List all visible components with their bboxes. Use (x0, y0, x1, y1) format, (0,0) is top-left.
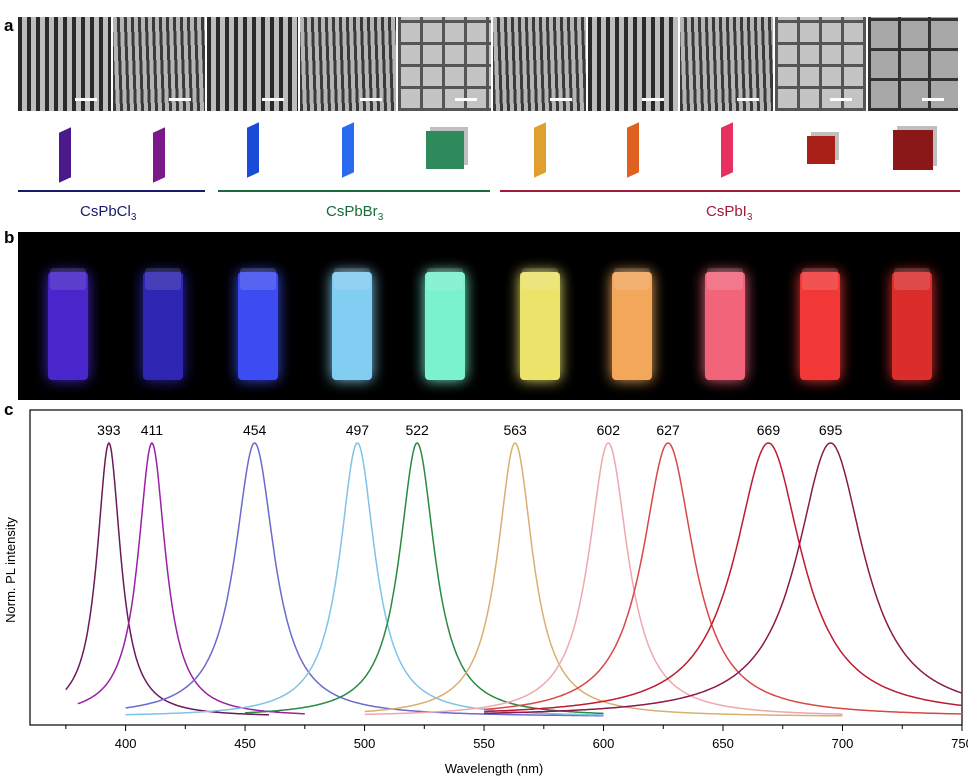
spectrum-line-454 (125, 442, 604, 717)
peak-label: 627 (656, 422, 680, 438)
panel-b-vial-photo (18, 232, 960, 400)
tem-image (207, 17, 298, 111)
nanocube-shape (806, 136, 835, 164)
x-tick-label: 550 (473, 736, 495, 751)
peak-label: 393 (97, 422, 121, 438)
x-tick-label: 650 (712, 736, 734, 751)
vial-cap (145, 268, 181, 290)
vial (425, 268, 465, 380)
panel-label-a: a (4, 16, 14, 35)
peak-label: 563 (503, 422, 527, 438)
spectrum-line-522 (245, 442, 604, 715)
tem-image (868, 17, 958, 111)
tem-image (300, 17, 396, 111)
peak-label: 522 (405, 422, 429, 438)
peak-label: 669 (757, 422, 781, 438)
vial-cap (240, 268, 276, 290)
peak-label: 497 (346, 422, 370, 438)
vial (332, 268, 372, 380)
vial (520, 268, 560, 380)
tem-image (113, 17, 205, 111)
group-label-cspbbr3: CsPbBr3 (326, 203, 384, 223)
panel-label-b: b (4, 228, 15, 247)
vial-cap (334, 268, 370, 290)
vial-cap (802, 268, 838, 290)
tem-image (18, 17, 111, 111)
vial (892, 268, 932, 380)
spectrum-line-669 (484, 442, 963, 713)
peak-label: 695 (819, 422, 843, 438)
tem-image (493, 17, 586, 111)
vial-cap (707, 268, 743, 290)
vial-cap (894, 268, 930, 290)
scale-bar (922, 98, 944, 101)
tem-image (775, 17, 866, 111)
peak-label: 454 (243, 422, 267, 438)
peak-label: 411 (141, 422, 164, 438)
tem-image (588, 17, 678, 111)
x-tick-label: 750 (951, 736, 968, 751)
spectrum-line-411 (77, 441, 305, 715)
spectrum-line-695 (484, 442, 963, 715)
tem-image (398, 17, 491, 111)
x-tick-label: 400 (115, 736, 137, 751)
nanocube-shape (893, 130, 933, 170)
spectrum-line-497 (125, 442, 604, 716)
group-label-cspbcl3: CsPbCl3 (80, 203, 137, 223)
x-tick-label: 600 (593, 736, 615, 751)
spectrum-line-563 (364, 442, 843, 717)
scale-bar (455, 98, 477, 101)
group-line-cspbbr3 (218, 190, 490, 192)
scale-bar (550, 98, 572, 101)
vial-cap (522, 268, 558, 290)
panel-label-c: c (4, 400, 14, 419)
x-tick-label: 450 (234, 736, 256, 751)
peak-label: 602 (597, 422, 621, 438)
vial (612, 268, 652, 380)
vial-cap (50, 268, 86, 290)
scale-bar (830, 98, 852, 101)
spectrum-line-602 (364, 442, 843, 716)
x-tick-label: 700 (832, 736, 854, 751)
tem-image (680, 17, 773, 111)
group-line-cspbcl3 (18, 190, 205, 192)
group-line-cspbi3 (500, 190, 960, 192)
nanocube-shape (425, 131, 464, 169)
vial (48, 268, 88, 380)
scale-bar (360, 98, 382, 101)
scale-bar (75, 98, 97, 101)
plot-frame (29, 409, 963, 726)
vial-cap (427, 268, 463, 290)
y-axis-label: Norm. PL intensity (3, 517, 18, 623)
vial-cap (614, 268, 650, 290)
vial (143, 268, 183, 380)
scale-bar (169, 98, 191, 101)
scale-bar (642, 98, 664, 101)
scale-bar (262, 98, 284, 101)
group-label-cspbi3: CsPbI3 (706, 203, 753, 223)
spectrum-line-627 (484, 442, 963, 715)
x-tick-label: 500 (354, 736, 376, 751)
vial (705, 268, 745, 380)
spectrum-line-393 (65, 441, 269, 716)
scale-bar (737, 98, 759, 101)
vial (238, 268, 278, 380)
vial (800, 268, 840, 380)
x-axis-label: Wavelength (nm) (445, 761, 544, 776)
